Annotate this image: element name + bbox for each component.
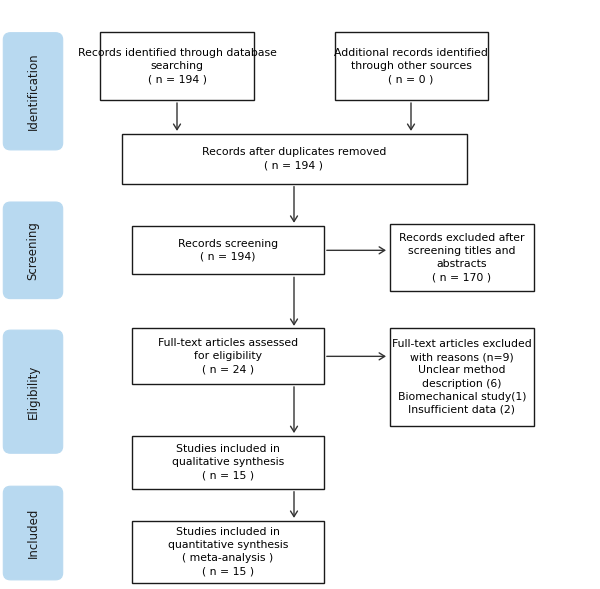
FancyBboxPatch shape (390, 329, 534, 425)
FancyBboxPatch shape (122, 134, 467, 184)
Text: Records identified through database
searching
( n = 194 ): Records identified through database sear… (77, 48, 277, 84)
FancyBboxPatch shape (132, 521, 324, 583)
Text: Records after duplicates removed
( n = 194 ): Records after duplicates removed ( n = 1… (202, 147, 386, 171)
FancyBboxPatch shape (132, 226, 324, 274)
FancyBboxPatch shape (390, 224, 534, 292)
FancyBboxPatch shape (4, 330, 63, 454)
Text: Additional records identified
through other sources
( n = 0 ): Additional records identified through ot… (334, 48, 488, 84)
Text: Studies included in
quantitative synthesis
( meta-analysis )
( n = 15 ): Studies included in quantitative synthes… (168, 527, 288, 577)
FancyBboxPatch shape (4, 487, 63, 580)
FancyBboxPatch shape (335, 32, 488, 100)
Text: Records excluded after
screening titles and
abstracts
( n = 170 ): Records excluded after screening titles … (399, 233, 525, 282)
Text: Included: Included (26, 508, 40, 558)
Text: Records screening
( n = 194): Records screening ( n = 194) (178, 239, 278, 262)
Text: Full-text articles excluded
with reasons (n=9)
Unclear method
description (6)
Bi: Full-text articles excluded with reasons… (392, 339, 532, 415)
FancyBboxPatch shape (132, 329, 324, 384)
Text: Identification: Identification (26, 52, 40, 130)
Text: Full-text articles assessed
for eligibility
( n = 24 ): Full-text articles assessed for eligibil… (158, 338, 298, 375)
FancyBboxPatch shape (132, 436, 324, 489)
Text: Eligibility: Eligibility (26, 365, 40, 419)
FancyBboxPatch shape (4, 33, 63, 150)
FancyBboxPatch shape (100, 32, 254, 100)
Text: Studies included in
qualitative synthesis
( n = 15 ): Studies included in qualitative synthesi… (172, 444, 284, 481)
Text: Screening: Screening (26, 221, 40, 280)
FancyBboxPatch shape (4, 202, 63, 299)
